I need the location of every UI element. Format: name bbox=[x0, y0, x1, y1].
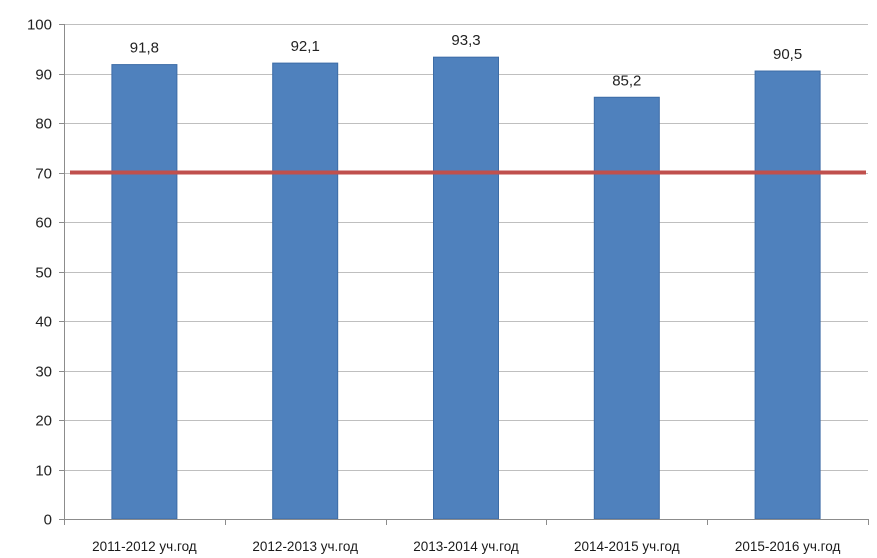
y-tick-label-80: 80 bbox=[35, 116, 52, 133]
x-tick-label-1: 2012-2013 уч.год bbox=[252, 539, 358, 554]
y-tick-label-90: 90 bbox=[35, 67, 52, 84]
bars bbox=[111, 56, 821, 520]
y-tick-label-30: 30 bbox=[35, 364, 52, 381]
x-tick-label-0: 2011-2012 уч.год bbox=[92, 539, 197, 554]
y-tick-label-50: 50 bbox=[35, 265, 52, 282]
y-tick-label-70: 70 bbox=[35, 166, 52, 183]
bar-2 bbox=[433, 56, 499, 520]
y-tick-label-20: 20 bbox=[35, 413, 52, 430]
data-labels: 91,8 92,1 93,3 85,2 90,5 bbox=[130, 32, 802, 89]
x-axis: 2011-2012 уч.год 2012-2013 уч.год 2013-201… bbox=[64, 519, 869, 554]
x-tick-label-2: 2013-2014 уч.год bbox=[413, 539, 519, 554]
bar-4 bbox=[754, 70, 821, 520]
y-tick-label-10: 10 bbox=[35, 463, 52, 480]
bar-1 bbox=[272, 62, 339, 520]
data-label-4: 90,5 bbox=[773, 46, 802, 63]
data-label-2: 93,3 bbox=[451, 32, 480, 49]
y-tick-label-40: 40 bbox=[35, 314, 52, 331]
y-axis: 0 10 20 30 40 50 60 70 80 90 100 bbox=[27, 17, 65, 529]
data-label-0: 91,8 bbox=[130, 40, 159, 57]
data-label-3: 85,2 bbox=[612, 72, 641, 89]
y-tick-label-100: 100 bbox=[27, 17, 52, 34]
bar-3 bbox=[593, 96, 660, 520]
y-tick-label-60: 60 bbox=[35, 215, 52, 232]
bar-0 bbox=[111, 64, 178, 520]
data-label-1: 92,1 bbox=[291, 38, 320, 55]
y-tick-label-0: 0 bbox=[44, 512, 52, 529]
x-tick-label-4: 2015-2016 уч.год bbox=[735, 539, 841, 554]
x-tick-label-3: 2014-2015 уч.год bbox=[574, 539, 680, 554]
